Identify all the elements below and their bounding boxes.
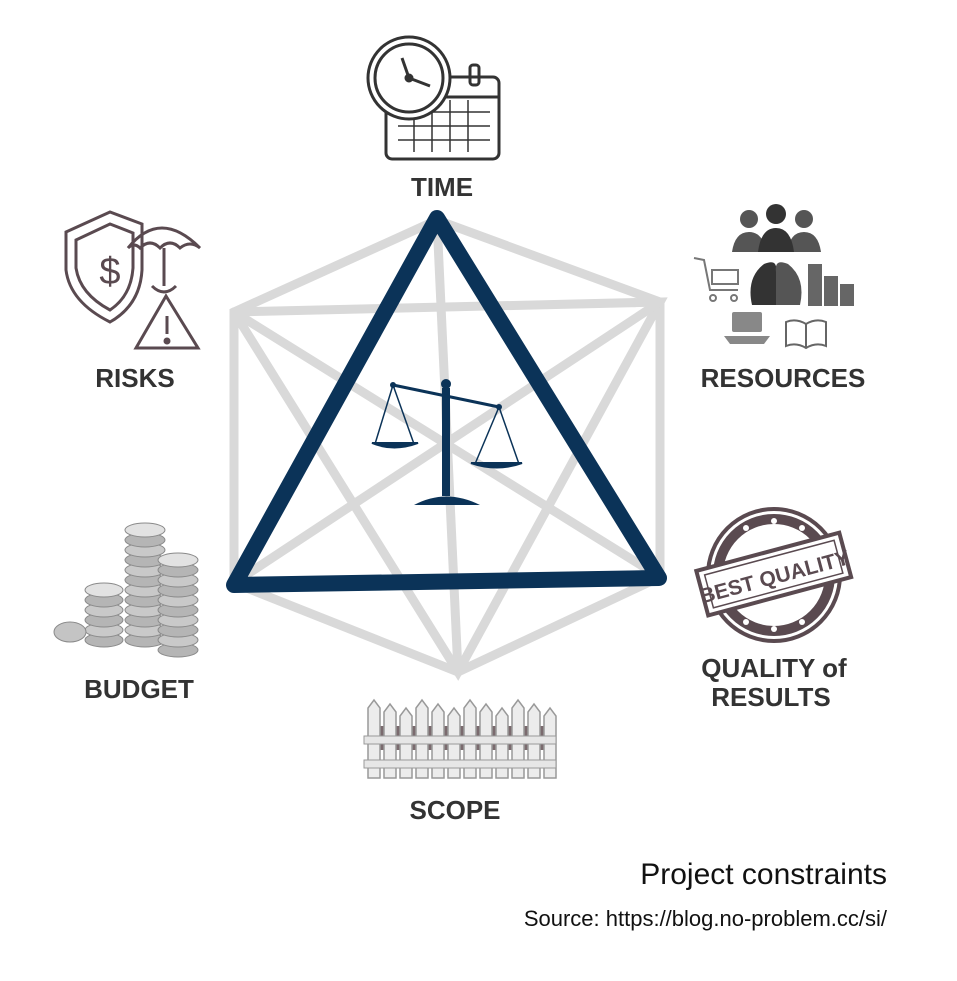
- coin-stacks-icon: [53, 522, 199, 658]
- caption-source: Source: https://blog.no-problem.cc/si/: [523, 906, 887, 931]
- inverted-triangle: [229, 297, 668, 681]
- clock-calendar-icon: [366, 35, 501, 161]
- label-resources: RESOURCES: [701, 363, 866, 393]
- label-quality-line1: QUALITY of: [701, 653, 847, 683]
- label-time: TIME: [411, 172, 473, 202]
- shield-umbrella-warning-icon: $: [64, 210, 202, 350]
- fence-icon: [363, 698, 557, 779]
- caption-title: Project constraints: [640, 858, 887, 891]
- label-scope: SCOPE: [409, 795, 500, 825]
- label-quality-line2: RESULTS: [711, 682, 830, 712]
- label-budget: BUDGET: [84, 674, 194, 704]
- svg-text:$: $: [99, 251, 120, 293]
- best-quality-stamp-icon: BEST QUALITY: [693, 507, 854, 643]
- balance-scale-icon: [371, 379, 523, 505]
- people-resources-icon: [693, 204, 854, 350]
- label-risks: RISKS: [95, 363, 174, 393]
- main-triangle: [226, 210, 667, 593]
